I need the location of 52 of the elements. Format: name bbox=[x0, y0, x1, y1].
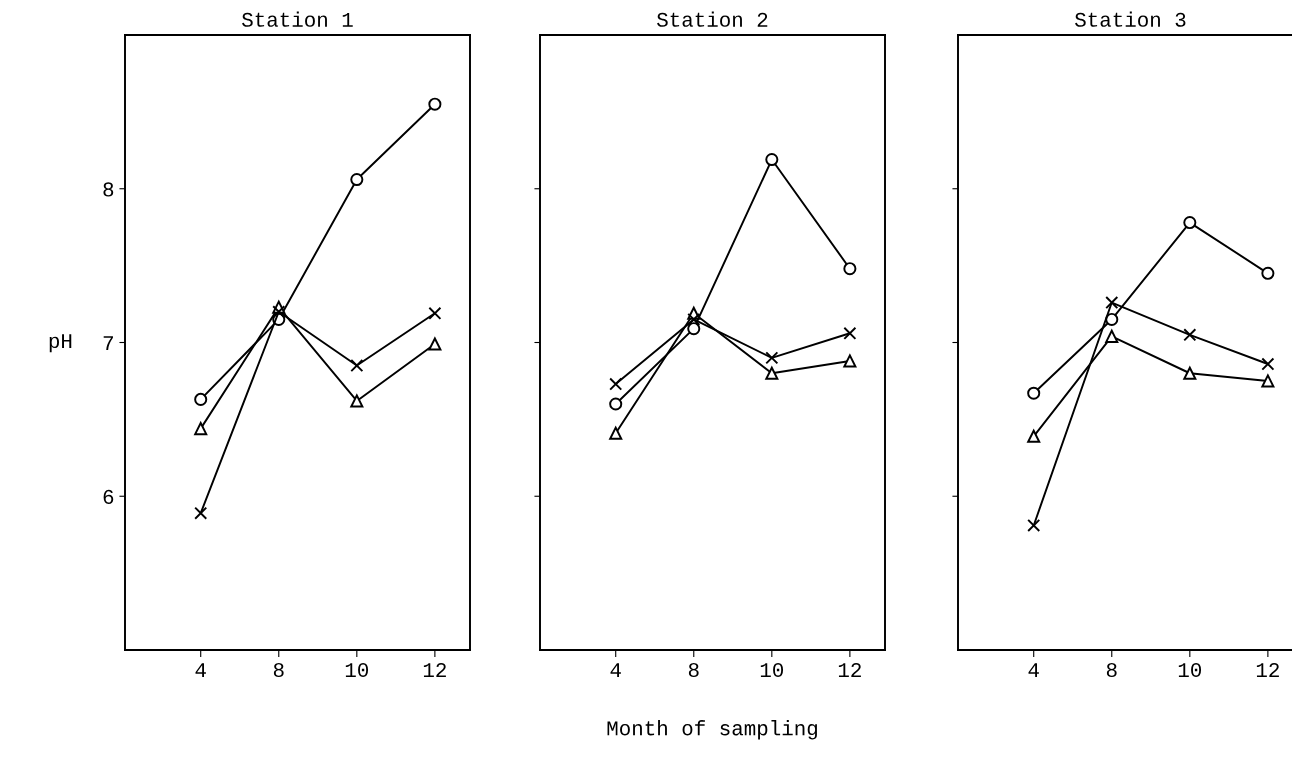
point bbox=[765, 153, 779, 167]
point bbox=[1183, 328, 1197, 342]
x-tick-label: 4 bbox=[195, 663, 206, 677]
point bbox=[194, 422, 208, 436]
x-axis-title: Month of sampling bbox=[607, 720, 817, 740]
chart-title: Station 1 bbox=[242, 11, 353, 27]
point bbox=[428, 337, 442, 351]
y-tick-label: 8 bbox=[103, 182, 114, 197]
point bbox=[843, 326, 857, 340]
point bbox=[194, 392, 208, 406]
point bbox=[687, 322, 701, 336]
point bbox=[350, 359, 364, 373]
point bbox=[428, 306, 442, 320]
point bbox=[1105, 312, 1119, 326]
point bbox=[1027, 518, 1041, 532]
point bbox=[1183, 366, 1197, 380]
y-tick-label: 7 bbox=[103, 336, 113, 351]
point bbox=[428, 97, 442, 111]
x-tick-label: 12 bbox=[838, 662, 861, 677]
point bbox=[1183, 216, 1197, 230]
y-axis-title: pH bbox=[49, 334, 72, 353]
point bbox=[1027, 386, 1041, 400]
point bbox=[1105, 296, 1119, 310]
point bbox=[765, 351, 779, 365]
point bbox=[609, 397, 623, 411]
point bbox=[350, 394, 364, 408]
point bbox=[194, 506, 208, 520]
y-tick-label: 6 bbox=[103, 489, 114, 504]
point bbox=[272, 305, 286, 319]
x-tick-label: 4 bbox=[610, 663, 621, 677]
point bbox=[843, 262, 857, 276]
chart-title: Station 2 bbox=[657, 11, 768, 27]
x-tick-label: 10 bbox=[345, 662, 369, 678]
x-tick-label: 12 bbox=[1256, 662, 1279, 677]
point bbox=[843, 354, 857, 368]
point bbox=[1261, 374, 1275, 388]
x-tick-label: 10 bbox=[760, 662, 784, 678]
point bbox=[1261, 357, 1275, 371]
point bbox=[1027, 429, 1041, 443]
point bbox=[765, 366, 779, 380]
x-tick-label: 4 bbox=[1028, 663, 1039, 677]
x-tick-label: 12 bbox=[423, 662, 446, 677]
x-tick-label: 8 bbox=[1106, 662, 1117, 678]
point bbox=[609, 377, 623, 391]
x-tick-label: 8 bbox=[273, 662, 284, 678]
point bbox=[1261, 266, 1275, 280]
x-tick-label: 8 bbox=[688, 662, 699, 678]
point bbox=[1105, 329, 1119, 343]
chart-title: Station 3 bbox=[1075, 11, 1186, 27]
x-tick-label: 10 bbox=[1178, 662, 1202, 678]
point bbox=[350, 173, 364, 187]
point bbox=[609, 426, 623, 440]
